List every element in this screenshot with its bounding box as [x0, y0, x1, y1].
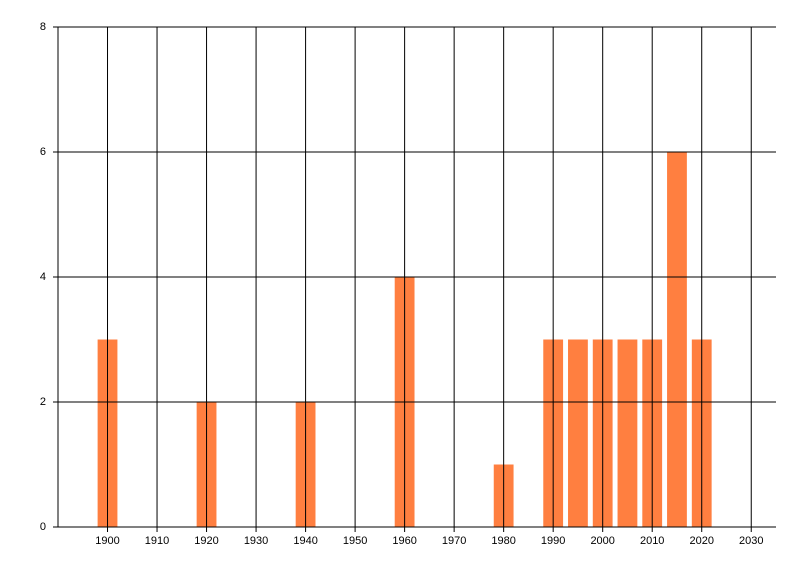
x-tick-label: 1980 [491, 535, 515, 547]
x-tick-label: 1920 [194, 535, 218, 547]
x-tick-label: 1940 [293, 535, 317, 547]
x-tick-label: 1930 [244, 535, 268, 547]
x-tick-label: 2000 [590, 535, 614, 547]
x-tick-label: 1910 [145, 535, 169, 547]
bar [617, 339, 638, 527]
bar [667, 152, 687, 527]
x-tick-label: 1990 [541, 535, 565, 547]
y-tick-label: 2 [40, 396, 46, 408]
x-tick-label: 2020 [689, 535, 713, 547]
y-tick-label: 8 [40, 21, 46, 33]
x-tick-label: 2030 [739, 535, 763, 547]
x-tick-label: 1970 [442, 535, 466, 547]
x-tick-label: 2010 [640, 535, 664, 547]
x-tick-label: 1900 [95, 535, 119, 547]
y-tick-label: 0 [40, 521, 46, 533]
y-tick-label: 4 [40, 271, 46, 283]
x-tick-label: 1960 [392, 535, 416, 547]
bar [568, 339, 588, 527]
x-tick-label: 1950 [343, 535, 367, 547]
y-tick-label: 6 [40, 146, 46, 158]
